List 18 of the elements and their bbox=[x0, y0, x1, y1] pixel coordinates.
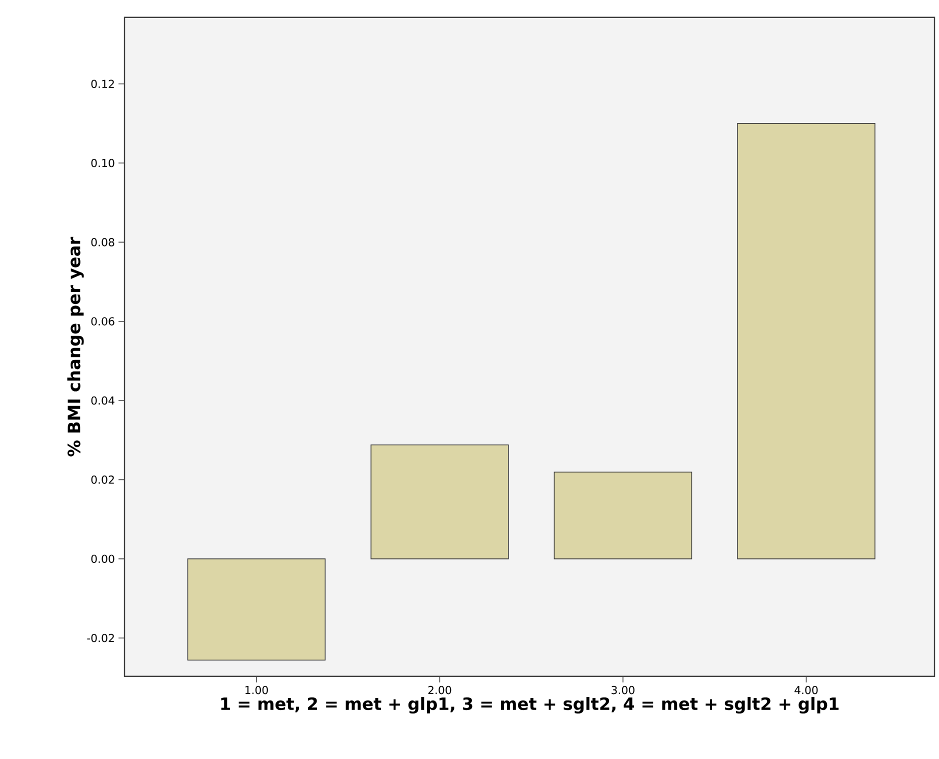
x-tick-label: 1.00 bbox=[245, 686, 268, 694]
y-tick-label: 0.02 bbox=[91, 476, 114, 484]
y-tick-label: 0.00 bbox=[91, 554, 114, 563]
y-tick-label: -0.02 bbox=[87, 634, 114, 642]
x-tick-label: 4.00 bbox=[794, 686, 818, 694]
x-tick-label: 3.00 bbox=[612, 686, 634, 694]
bar bbox=[737, 123, 876, 560]
y-axis-title: % BMI change per year bbox=[67, 236, 84, 456]
y-tick-label: 0.04 bbox=[91, 396, 114, 405]
y-tick-label: 0.12 bbox=[91, 80, 114, 88]
y-tick-label: 0.06 bbox=[91, 317, 114, 326]
bar bbox=[370, 444, 509, 560]
bar bbox=[554, 472, 692, 560]
bar bbox=[187, 558, 326, 661]
x-tick-label: 2.00 bbox=[428, 686, 452, 694]
x-axis-title: 1 = met, 2 = met + glp1, 3 = met + sglt2, 4 = met + sglt2 + glp1 bbox=[221, 697, 839, 714]
y-tick-label: 0.10 bbox=[91, 158, 114, 168]
y-tick-label: 0.08 bbox=[91, 238, 114, 246]
